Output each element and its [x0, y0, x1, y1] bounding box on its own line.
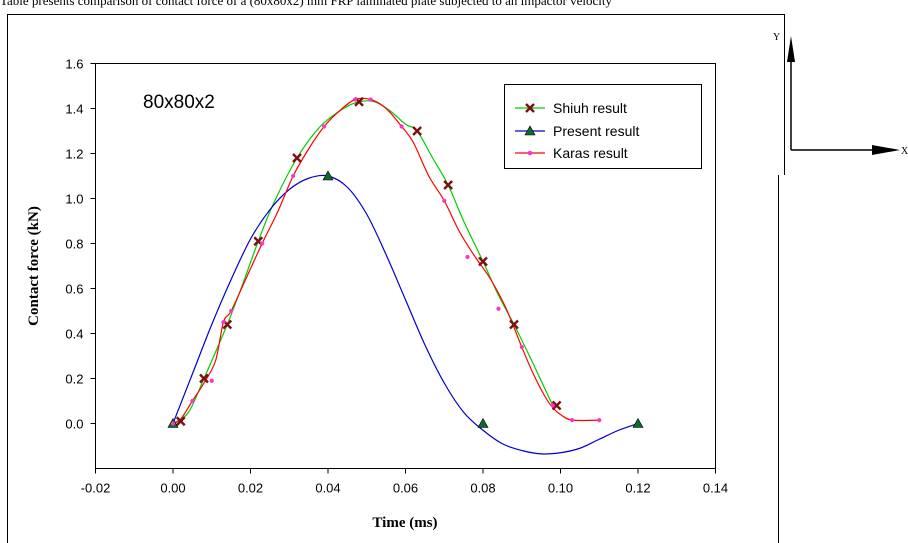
y-axis-label: Contact force (kN): [26, 206, 42, 326]
series-line-present: [172, 174, 639, 455]
data-point-karas: [496, 306, 501, 311]
axis-diagram-y-label: Y: [773, 32, 780, 43]
legend-marker-x: [525, 103, 535, 113]
data-point-shiuh: [175, 416, 186, 427]
chart-annotation: 80x80x2: [143, 92, 215, 113]
data-point-karas: [190, 398, 195, 404]
data-point-shiuh: [443, 180, 453, 190]
caption-text: Table presents comparison of contact for…: [0, 0, 612, 8]
x-tick-label: 0.04: [315, 481, 340, 496]
legend-box: [504, 84, 702, 169]
data-point-karas: [399, 124, 404, 129]
data-point-karas: [597, 418, 602, 423]
data-point-present: [632, 417, 644, 428]
axis-diagram-x-label: X: [901, 146, 908, 157]
data-point-shiuh: [551, 400, 562, 411]
data-point-karas: [442, 198, 447, 203]
data-point-shiuh: [292, 153, 302, 163]
data-point-karas: [322, 124, 327, 129]
data-point-karas: [570, 418, 575, 423]
y-tick-label: 1.0: [65, 192, 83, 207]
axis-ticks: -0.02 0.00 0.02 0.04 0.06 0.08 0.10 0.12 0.14 0.0…: [65, 57, 728, 496]
axis-diagram-y-arrow-icon: [787, 36, 795, 62]
y-tick-label: 1.6: [65, 57, 83, 72]
data-point-karas: [170, 421, 176, 426]
y-tick-label: 1.4: [65, 102, 83, 117]
data-point-shiuh: [199, 373, 209, 384]
x-tick-label: 0.02: [238, 481, 263, 496]
y-tick-label: 0.4: [65, 327, 83, 342]
series-line-shiuh: [172, 100, 554, 425]
axis-diagram-x-arrow-icon: [872, 145, 900, 155]
data-point-karas: [291, 173, 296, 179]
data-point-karas: [368, 97, 373, 102]
x-tick-label: 0.00: [160, 481, 185, 496]
x-tick-label: 0.10: [548, 481, 573, 496]
y-tick-label: 0.8: [65, 237, 83, 252]
x-tick-label: 0.14: [703, 481, 728, 496]
legend-label-present: Present result: [553, 123, 639, 139]
legend-label-shiuh: Shiuh result: [553, 100, 627, 116]
legend-label-karas: Karas result: [553, 145, 628, 161]
axis-diagram: Y X: [773, 32, 908, 157]
data-point-karas: [221, 320, 226, 325]
data-point-shiuh: [509, 319, 519, 330]
data-point-karas: [550, 403, 555, 408]
x-tick-label: 0.12: [625, 481, 650, 496]
data-point-present: [477, 417, 489, 428]
y-tick-label: 1.2: [65, 147, 83, 162]
x-tick-label: 0.08: [470, 481, 495, 496]
y-tick-label: 0.0: [65, 417, 83, 432]
data-point-karas: [229, 308, 234, 314]
legend-marker-dot: [527, 150, 533, 156]
data-point-karas: [353, 97, 358, 102]
legend: Shiuh result Present result Karas result: [504, 84, 702, 169]
legend-marker-triangle: [524, 125, 536, 136]
x-tick-label: 0.06: [393, 481, 418, 496]
data-point-shiuh: [412, 126, 422, 136]
series-markers: [167, 96, 644, 428]
y-tick-label: 0.2: [65, 372, 83, 387]
x-tick-label: -0.02: [81, 481, 111, 496]
y-tick-label: 0.6: [65, 282, 83, 297]
data-point-karas: [260, 241, 265, 246]
data-point-karas: [519, 344, 524, 350]
x-axis-label: Time (ms): [372, 515, 437, 531]
data-point-karas: [465, 254, 470, 260]
data-point-shiuh: [478, 256, 488, 267]
data-point-karas: [209, 378, 214, 383]
data-point-present: [322, 170, 334, 181]
